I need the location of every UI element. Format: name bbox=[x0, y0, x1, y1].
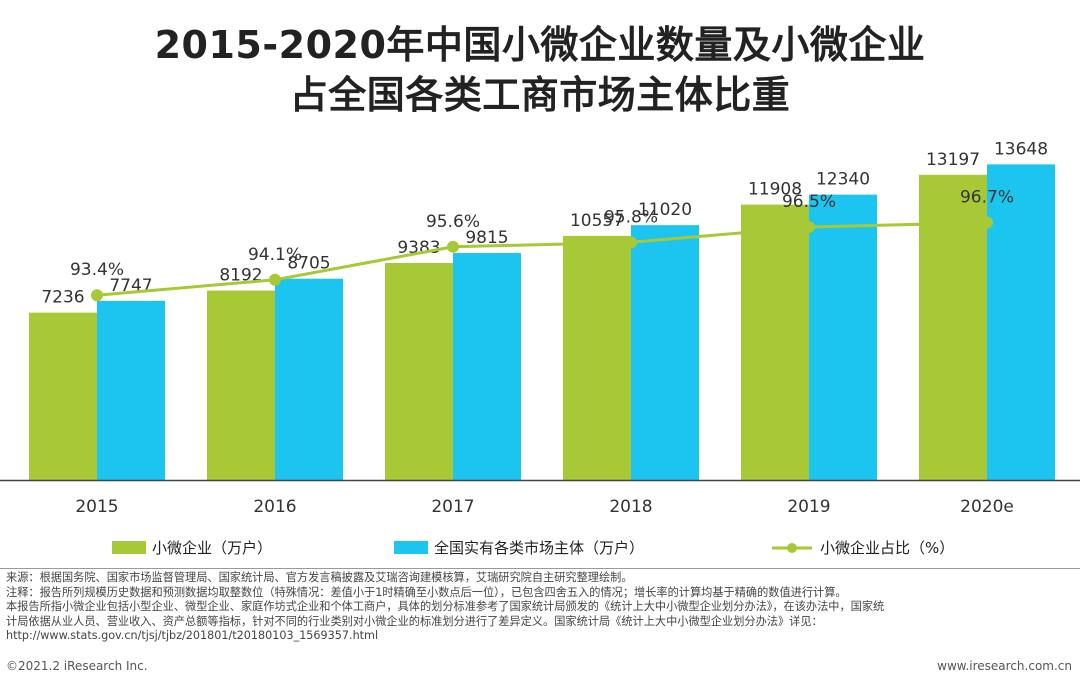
note-definition-1: 本报告所指小微企业包括小型企业、微型企业、家庭作坊式企业和个体工商户，具体的划分… bbox=[6, 600, 885, 613]
legend-swatch-bar1 bbox=[112, 541, 146, 554]
note-source: 来源：根据国务院、国家市场监督管理局、国家统计局、官方发言稿披露及艾瑞咨询建模核… bbox=[6, 571, 633, 584]
label-market-entities-2018: 11020 bbox=[638, 200, 692, 220]
bar-small-micro-2015 bbox=[29, 312, 97, 480]
bar-market-entities-2018 bbox=[631, 225, 699, 480]
legend-label-line: 小微企业占比（%） bbox=[820, 539, 955, 557]
label-market-entities-2016: 8705 bbox=[287, 254, 330, 274]
share-point-2017 bbox=[447, 240, 459, 253]
share-point-2015 bbox=[91, 289, 103, 302]
x-tick-2016: 2016 bbox=[253, 497, 296, 517]
legend-line-marker bbox=[772, 542, 812, 553]
label-market-entities-2020e: 13648 bbox=[994, 139, 1048, 159]
share-label-2020e: 96.7% bbox=[960, 188, 1014, 208]
bar-market-entities-2020e bbox=[987, 164, 1055, 480]
notes-block: 来源：根据国务院、国家市场监督管理局、国家统计局、官方发言稿披露及艾瑞咨询建模核… bbox=[6, 571, 1076, 644]
bar-small-micro-2020e bbox=[919, 174, 987, 480]
share-label-2019: 96.5% bbox=[782, 192, 836, 212]
legend-label-bar2: 全国实有各类市场主体（万户） bbox=[434, 539, 645, 557]
bar-small-micro-2016 bbox=[207, 290, 275, 480]
share-label-2015: 93.4% bbox=[70, 260, 124, 280]
legend-item-share: 小微企业占比（%） bbox=[770, 537, 954, 558]
legend-label-bar1: 小微企业（万户） bbox=[152, 539, 273, 557]
bar-small-micro-2017 bbox=[385, 263, 453, 480]
note-definition-2: 计局依据从业人员、营业收入、资产总额等指标，针对不同的行业类别对小微企业的标准划… bbox=[6, 614, 823, 628]
share-point-2019 bbox=[803, 221, 815, 233]
label-market-entities-2017: 9815 bbox=[465, 228, 508, 248]
label-small-micro-2015: 7236 bbox=[41, 288, 84, 308]
bar-market-entities-2019 bbox=[809, 194, 877, 480]
label-small-micro-2018: 10557 bbox=[570, 211, 624, 231]
label-small-micro-2020e: 13197 bbox=[926, 150, 980, 170]
legend-item-market-entities: 全国实有各类市场主体（万户） bbox=[394, 537, 644, 558]
bar-market-entities-2017 bbox=[453, 253, 521, 480]
x-tick-2018: 2018 bbox=[609, 497, 652, 517]
footer-website: www.iresearch.com.cn bbox=[937, 659, 1072, 673]
x-tick-2019: 2019 bbox=[787, 497, 830, 517]
share-point-2016 bbox=[269, 273, 281, 286]
legend-item-small-micro: 小微企业（万户） bbox=[112, 537, 272, 558]
x-tick-2020e: 2020e bbox=[960, 497, 1014, 517]
label-small-micro-2019: 11908 bbox=[748, 180, 802, 200]
share-line bbox=[96, 221, 988, 297]
note-annotation: 注释：报告所列规模历史数据和预测数据均取整数位（特殊情况：差值小于1时精确至小数… bbox=[6, 585, 847, 599]
footer-copyright: ©2021.2 iResearch Inc. bbox=[6, 659, 148, 673]
bar-market-entities-2015 bbox=[97, 300, 165, 480]
bar-small-micro-2018 bbox=[563, 235, 631, 480]
divider bbox=[0, 568, 1080, 569]
chart-title-line2: 占全国各类工商市场主体比重 bbox=[289, 73, 791, 117]
bar-market-entities-2016 bbox=[275, 278, 343, 480]
share-label-2017: 95.6% bbox=[426, 212, 480, 232]
share-point-2020e bbox=[981, 216, 993, 229]
legend-swatch-bar2 bbox=[394, 541, 428, 554]
bar-small-micro-2019 bbox=[741, 204, 809, 480]
note-url: http://www.stats.gov.cn/tjsj/tjbz/201801… bbox=[6, 629, 379, 642]
label-small-micro-2017: 9383 bbox=[397, 238, 440, 258]
x-tick-2017: 2017 bbox=[431, 497, 474, 517]
share-label-2016: 94.1% bbox=[248, 245, 302, 265]
legend: 小微企业（万户） 全国实有各类市场主体（万户） 小微企业占比（%） bbox=[0, 537, 1080, 565]
label-market-entities-2019: 12340 bbox=[816, 170, 870, 190]
share-point-2018 bbox=[625, 236, 637, 249]
x-tick-2015: 2015 bbox=[75, 497, 118, 517]
share-label-2018: 95.8% bbox=[604, 207, 658, 227]
chart-title-line1: 2015-2020年中国小微企业数量及小微企业 bbox=[154, 23, 926, 67]
